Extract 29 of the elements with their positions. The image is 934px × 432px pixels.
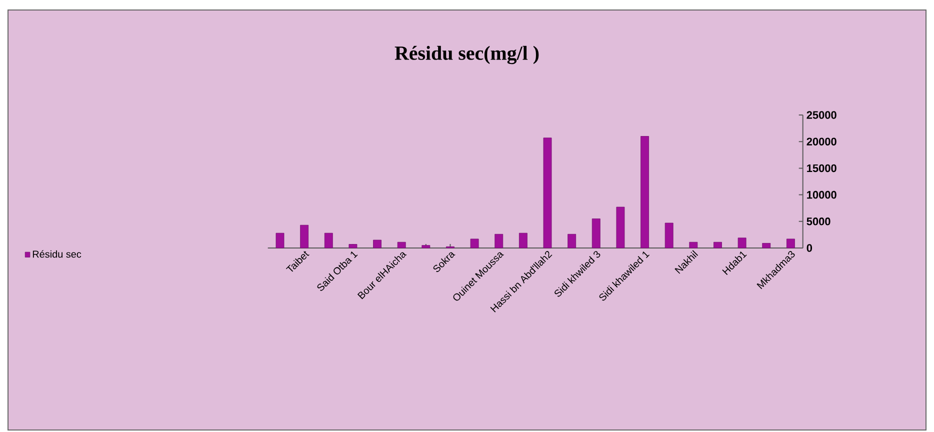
bar — [689, 242, 698, 248]
y-tick-label: 10000 — [807, 190, 836, 199]
bar — [373, 240, 382, 248]
bar — [568, 234, 576, 248]
bar — [422, 245, 430, 248]
bar — [738, 238, 746, 248]
bar — [300, 224, 309, 248]
bar — [786, 238, 795, 248]
bar — [276, 232, 284, 248]
y-tick-label: 15000 — [807, 164, 836, 172]
bar — [397, 242, 406, 248]
chart-title: Résidu sec(mg/l ) — [394, 46, 539, 64]
bar — [762, 243, 771, 248]
bar — [714, 242, 722, 248]
bar — [518, 232, 528, 248]
y-tick-label: 0 — [806, 244, 812, 252]
y-tick-label: 20000 — [806, 138, 836, 146]
bar — [664, 222, 674, 248]
bar — [592, 218, 600, 248]
bar — [543, 138, 552, 248]
y-tick-label: 25000 — [806, 111, 836, 119]
bar — [348, 244, 358, 248]
bar — [494, 234, 504, 248]
bar — [616, 206, 625, 248]
bar — [470, 238, 479, 248]
bar — [640, 136, 649, 248]
legend-label: Résidu sec — [32, 250, 82, 258]
bar — [324, 232, 333, 248]
y-tick-label: 5000 — [806, 218, 830, 226]
